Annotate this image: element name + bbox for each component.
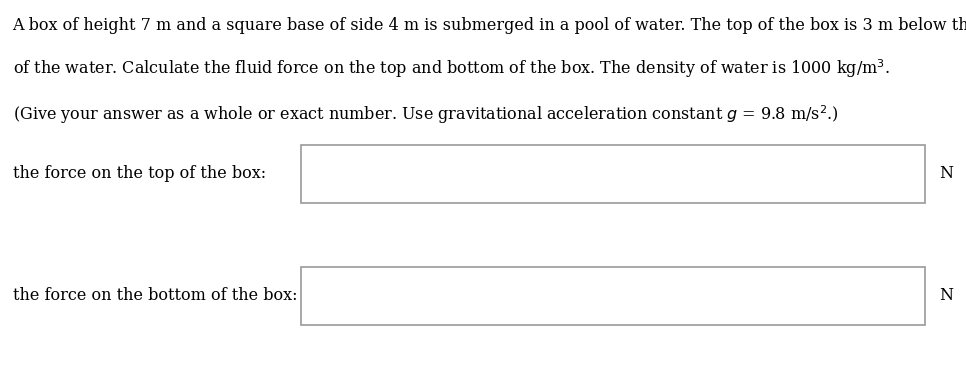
Text: N: N [939,165,952,182]
Text: N: N [939,287,952,305]
Text: the force on the top of the box:: the force on the top of the box: [13,165,266,182]
Text: A box of height 7 m and a square base of side 4 m is submerged in a pool of wate: A box of height 7 m and a square base of… [13,17,966,34]
FancyBboxPatch shape [301,267,925,325]
Text: the force on the bottom of the box:: the force on the bottom of the box: [13,287,298,305]
FancyBboxPatch shape [301,145,925,202]
Text: (Give your answer as a whole or exact number. Use gravitational acceleration con: (Give your answer as a whole or exact nu… [13,104,838,126]
Text: of the water. Calculate the fluid force on the top and bottom of the box. The de: of the water. Calculate the fluid force … [13,57,890,80]
